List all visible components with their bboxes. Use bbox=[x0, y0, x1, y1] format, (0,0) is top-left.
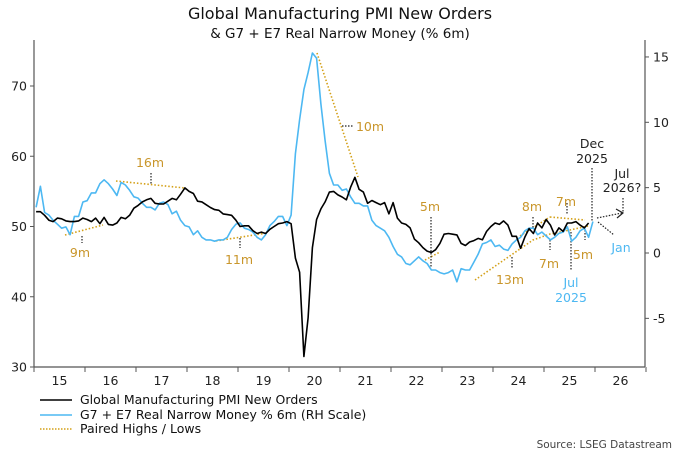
x-tick-label: 19 bbox=[256, 373, 272, 388]
label-13m: 13m bbox=[496, 272, 524, 287]
label-10m: 10m bbox=[356, 119, 384, 134]
paired-line-8m bbox=[519, 216, 551, 237]
right-tick-label: 15 bbox=[653, 49, 669, 64]
left-tick-label: 50 bbox=[11, 219, 27, 234]
x-tick-label: 23 bbox=[460, 373, 476, 388]
x-tick-label: 26 bbox=[613, 373, 629, 388]
x-tick-label: 17 bbox=[154, 373, 170, 388]
forecast-arrow bbox=[596, 212, 623, 219]
left-tick-label: 60 bbox=[11, 149, 27, 164]
series-line-narrow-money bbox=[35, 52, 594, 283]
label-7m-low: 7m bbox=[539, 256, 559, 271]
label-dec-2025-year: 2025 bbox=[576, 151, 608, 166]
right-tick-label: 0 bbox=[653, 246, 661, 261]
label-jul-2025-month: Jul bbox=[562, 275, 578, 290]
legend-item-paired: Paired Highs / Lows bbox=[80, 421, 202, 436]
paired-line-9m bbox=[64, 224, 104, 236]
x-tick-label: 24 bbox=[511, 373, 527, 388]
paired-line-5m-2022 bbox=[424, 251, 441, 261]
paired-line-10m bbox=[316, 52, 359, 178]
label-5m-2022: 5m bbox=[420, 199, 440, 214]
source-note: Source: LSEG Datastream bbox=[536, 439, 672, 451]
x-tick-label: 21 bbox=[358, 373, 374, 388]
label-jul-2026-year: 2026? bbox=[603, 180, 641, 195]
x-tick-label: 22 bbox=[409, 373, 425, 388]
right-tick-label: 10 bbox=[653, 115, 669, 130]
paired-line-11m bbox=[215, 232, 268, 242]
label-7m-top: 7m bbox=[556, 194, 576, 209]
x-tick-label: 18 bbox=[205, 373, 221, 388]
series-line-pmi-new-orders bbox=[36, 176, 590, 358]
x-tick-label: 15 bbox=[52, 373, 68, 388]
legend-item-pmi: Global Manufacturing PMI New Orders bbox=[80, 392, 318, 407]
label-5m-2025: 5m bbox=[573, 247, 593, 262]
left-tick-label: 40 bbox=[11, 289, 27, 304]
arrow-head-icon bbox=[615, 208, 625, 219]
right-tick-label: 5 bbox=[653, 180, 661, 195]
x-tick-label: 20 bbox=[307, 373, 323, 388]
x-tick-label: 25 bbox=[562, 373, 578, 388]
right-tick-label: -5 bbox=[653, 311, 665, 326]
paired-line-13m-7m-5m bbox=[474, 225, 589, 281]
label-dec-2025-month: Dec bbox=[580, 136, 604, 151]
leader-jan bbox=[597, 221, 615, 236]
legend-swatches bbox=[40, 399, 72, 430]
label-8m: 8m bbox=[522, 199, 542, 214]
paired-line-16m bbox=[115, 180, 186, 189]
label-jan: Jan bbox=[610, 240, 630, 255]
label-11m: 11m bbox=[225, 252, 253, 267]
label-9m: 9m bbox=[70, 245, 90, 260]
left-tick-label: 70 bbox=[11, 79, 27, 94]
legend-item-money: G7 + E7 Real Narrow Money % 6m (RH Scale… bbox=[80, 407, 367, 422]
left-tick-label: 30 bbox=[11, 360, 27, 375]
label-16m: 16m bbox=[136, 155, 164, 170]
paired-highs-lows bbox=[64, 52, 589, 281]
x-tick-label: 16 bbox=[103, 373, 119, 388]
label-jul-2025-year: 2025 bbox=[555, 290, 587, 305]
label-jul-2026-month: Jul bbox=[613, 166, 629, 181]
chart-title: Global Manufacturing PMI New Orders bbox=[187, 4, 493, 23]
chart-subtitle: & G7 + E7 Real Narrow Money (% 6m) bbox=[210, 26, 470, 42]
paired-line-7m bbox=[549, 216, 586, 221]
